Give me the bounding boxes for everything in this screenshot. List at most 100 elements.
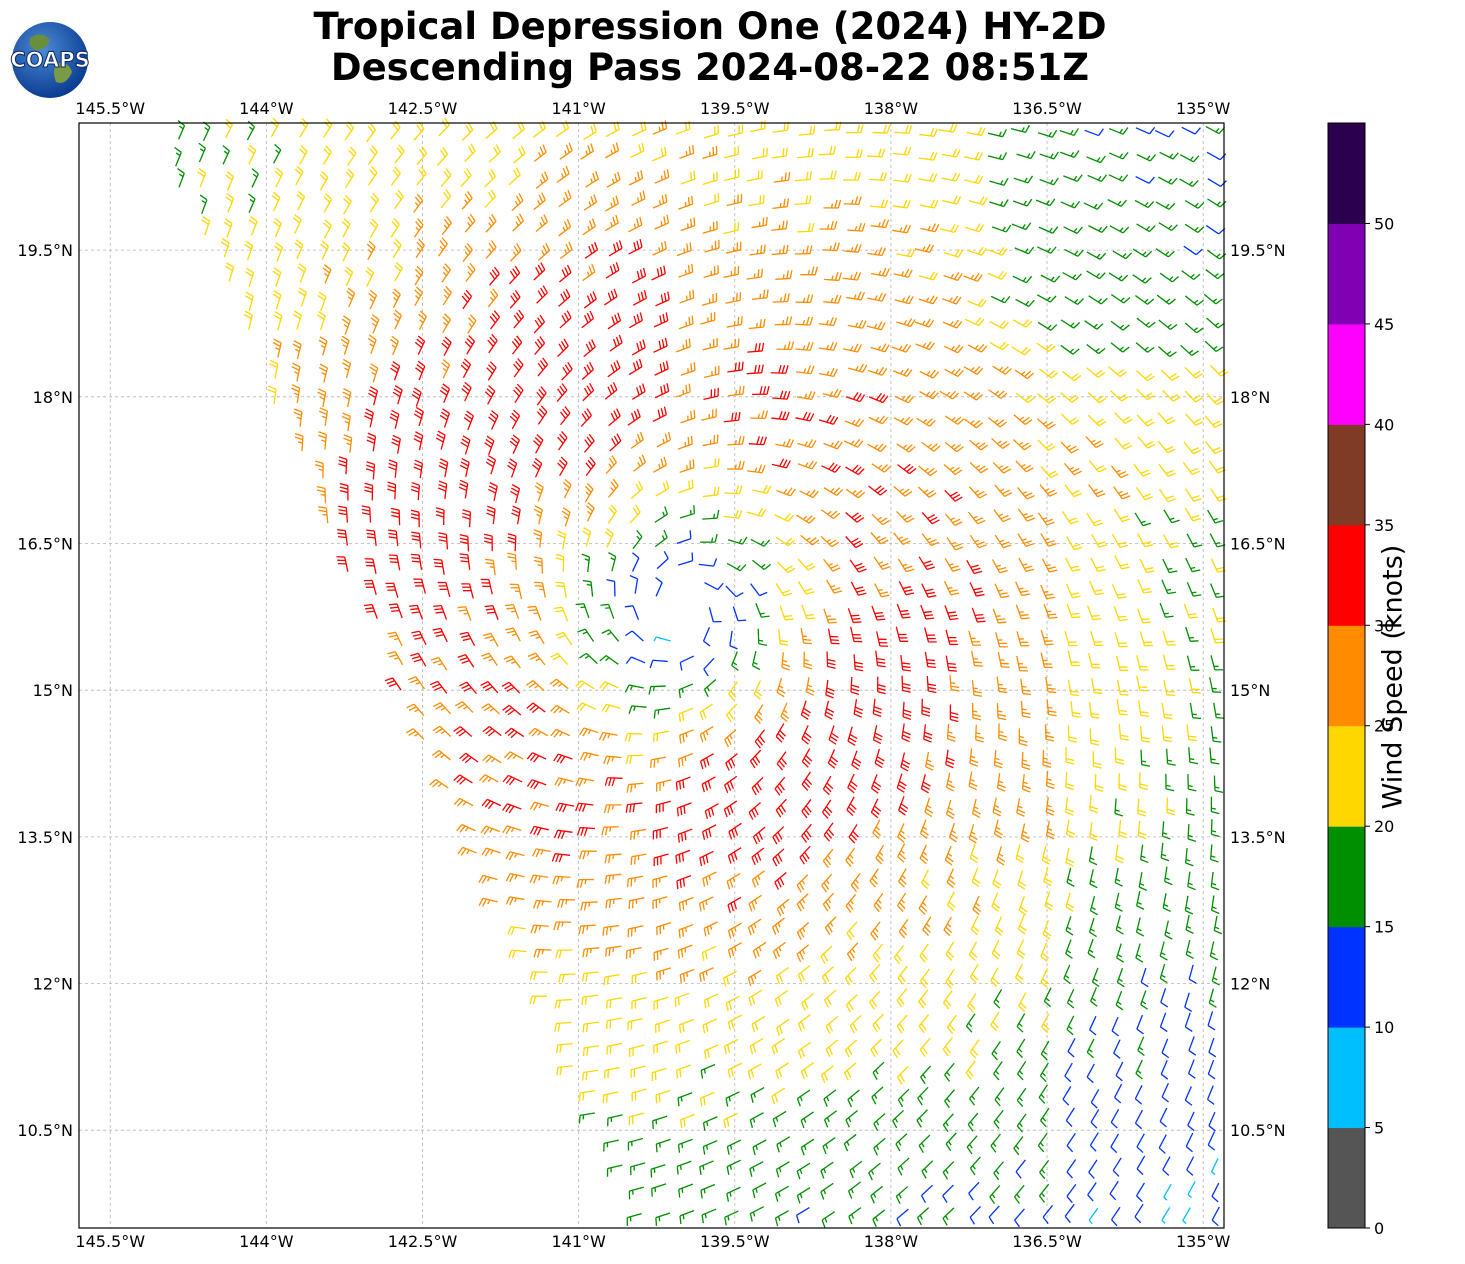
colorbar-bin (1328, 223, 1365, 325)
wind-barb (798, 125, 816, 136)
wind-barb (872, 124, 891, 134)
wind-barb (1136, 317, 1156, 328)
colorbar-bin (1328, 826, 1365, 928)
wind-barb (1132, 248, 1153, 258)
wind-barb (1088, 225, 1108, 234)
wind-barb (867, 148, 886, 158)
wind-barb (653, 337, 668, 353)
wind-barb (723, 265, 740, 278)
wind-barb (489, 310, 501, 330)
wind-barb (296, 190, 306, 211)
colorbar-tick-label: 0 (1374, 1219, 1384, 1238)
wind-barb (604, 214, 619, 232)
wind-barb (1108, 127, 1129, 135)
wind-barb (414, 335, 426, 356)
wind-barb (366, 123, 377, 143)
wind-barb (365, 267, 375, 287)
wind-barb (607, 312, 622, 330)
wind-barb (461, 190, 473, 210)
colorbar-bin (1328, 1027, 1365, 1129)
wind-barb (292, 340, 302, 360)
wind-barb (1037, 129, 1058, 138)
wind-barb (631, 267, 647, 284)
wind-barb (703, 193, 720, 207)
wind-barb (795, 245, 813, 255)
wind-barb (1135, 175, 1155, 184)
wind-barb (678, 263, 694, 278)
wind-barb (1083, 202, 1104, 210)
wind-barb (896, 318, 916, 328)
wind-barb (603, 288, 618, 306)
colorbar-tick-label: 35 (1374, 516, 1394, 535)
wind-barb (869, 199, 889, 209)
wind-barb (652, 240, 667, 256)
wind-barb (272, 267, 282, 287)
wind-barb (963, 272, 983, 282)
wind-barb (394, 144, 405, 164)
wind-barb (1087, 174, 1107, 182)
wind-barb (1108, 174, 1129, 182)
wind-barb (488, 144, 501, 163)
wind-barb (509, 289, 521, 309)
wind-barb (939, 223, 959, 234)
wind-barb (393, 309, 402, 330)
wind-barb (414, 265, 424, 286)
wind-barb (509, 243, 522, 262)
wind-barb (1110, 294, 1131, 304)
wind-barb (701, 293, 718, 306)
colorbar-bin (1328, 123, 1365, 224)
wind-barb (702, 145, 718, 160)
colorbar-tick-label: 10 (1374, 1018, 1394, 1037)
wind-barb (1184, 223, 1205, 234)
wind-barb (1088, 295, 1108, 305)
wind-barb (919, 127, 938, 137)
wind-barb (535, 214, 549, 233)
wind-barb (1039, 177, 1059, 186)
wind-barb (987, 129, 1008, 138)
wind-barb (533, 192, 546, 211)
wind-barb (1107, 199, 1127, 207)
colorbar-bin (1328, 625, 1365, 727)
wind-barb (1205, 269, 1225, 280)
wind-barb (222, 145, 230, 165)
wind-barb (413, 218, 424, 238)
wind-barb (678, 315, 694, 330)
wind-barb (487, 333, 498, 354)
wind-barb (892, 224, 911, 234)
wind-barb (462, 242, 473, 263)
wind-barb (964, 223, 985, 233)
wind-barb (274, 242, 284, 262)
wind-barb (847, 222, 866, 232)
wind-barb (748, 194, 765, 207)
wind-barb (870, 343, 890, 353)
wind-barb (1012, 275, 1033, 284)
wind-barb (1179, 178, 1199, 187)
wind-barb (464, 335, 476, 355)
wind-barb (700, 311, 716, 325)
wind-barb (963, 151, 983, 161)
wind-barb (702, 171, 718, 185)
wind-barb (297, 263, 307, 283)
wind-barb (1184, 322, 1204, 334)
wind-barb (651, 146, 667, 162)
wind-barb (460, 168, 472, 187)
wind-barb (843, 171, 861, 181)
wind-barb (989, 177, 1009, 186)
wind-barb (749, 244, 766, 256)
wind-barb (655, 291, 670, 307)
wind-barb (723, 146, 740, 159)
wind-barb (343, 194, 352, 215)
wind-barb (918, 172, 938, 183)
wind-barb (942, 195, 962, 205)
wind-barb (1207, 249, 1227, 260)
wind-barb (248, 216, 258, 236)
wind-barb (938, 123, 958, 133)
wind-barb (967, 298, 987, 308)
wind-barb (1203, 293, 1223, 305)
wind-barb (292, 214, 302, 234)
wind-barb (441, 216, 452, 236)
colorbar-bin (1328, 524, 1365, 626)
wind-barb (319, 171, 329, 191)
wind-barb (558, 189, 572, 208)
